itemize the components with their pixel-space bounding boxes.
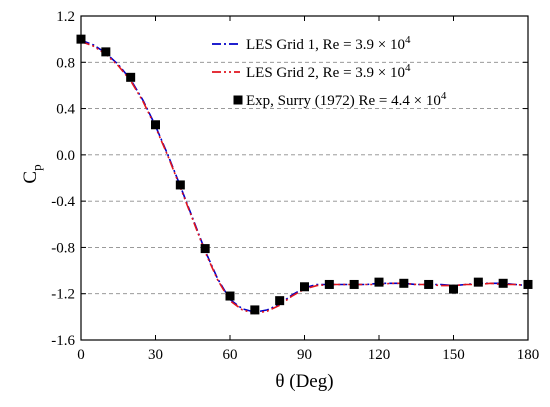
legend-label-experiment-text: Exp, Surry (1972) Re = 4.4 × 10 [246, 93, 441, 109]
y-tick-label: -0.4 [51, 194, 75, 210]
tick-layer: 0 30 60 90 120 150 180 -1.6 -1.2 -0.8 -0.4 0.0 0.4 0.… [51, 9, 539, 363]
series-1-line [80, 39, 529, 314]
x-axis-title: θ (Deg) [275, 371, 333, 392]
data-point [225, 291, 235, 301]
legend-label-experiment-exponent: 4 [441, 90, 447, 102]
y-axis-title: Cp [20, 164, 44, 183]
legend-label-les-grid-2-text: LES Grid 2, Re = 3.9 × 10 [246, 65, 405, 81]
data-point [300, 282, 309, 292]
y-tick-label: 0.0 [56, 148, 75, 164]
data-point [498, 278, 508, 288]
legend-label-les-grid-2: LES Grid 2, Re = 3.9 × 104 [246, 62, 411, 81]
x-tick-label: 120 [368, 347, 391, 363]
legend-label-les-grid-1-text: LES Grid 1, Re = 3.9 × 10 [246, 37, 405, 53]
data-point [449, 284, 458, 294]
y-tick-label: 0.4 [56, 102, 75, 118]
y-tick-label: 0.8 [56, 55, 75, 71]
y-axis-title-main: C [20, 171, 41, 184]
x-tick-label: 60 [223, 347, 238, 363]
data-point [126, 72, 136, 82]
data-point [349, 279, 359, 289]
legend: LES Grid 1, Re = 3.9 × 104 LES Grid 2, R… [212, 34, 447, 109]
grid-lines [81, 61, 528, 295]
data-point [200, 244, 210, 254]
x-tick-label: 0 [77, 347, 85, 363]
data-point [324, 279, 334, 289]
data-point [275, 296, 285, 306]
y-tick-label: -0.8 [51, 240, 75, 256]
legend-entry-les-grid-2: LES Grid 2, Re = 3.9 × 104 [212, 62, 411, 81]
data-point [473, 277, 483, 287]
data-point [250, 305, 260, 315]
x-tick-label: 30 [148, 347, 163, 363]
x-tick-label: 180 [517, 347, 540, 363]
legend-swatch-experiment [233, 95, 243, 105]
data-point [424, 279, 434, 289]
data-point [151, 120, 160, 130]
data-point [101, 47, 111, 57]
series-2-line [80, 40, 529, 315]
y-tick-label: -1.2 [51, 287, 75, 303]
data-point [374, 277, 384, 287]
legend-entry-experiment: Exp, Surry (1972) Re = 4.4 × 104 [233, 90, 447, 109]
y-tick-label: 1.2 [56, 9, 75, 25]
y-tick-label: -1.6 [51, 333, 75, 349]
legend-label-les-grid-1: LES Grid 1, Re = 3.9 × 104 [246, 34, 411, 53]
legend-label-experiment: Exp, Surry (1972) Re = 4.4 × 104 [246, 90, 447, 109]
legend-entry-les-grid-1: LES Grid 1, Re = 3.9 × 104 [212, 34, 411, 53]
x-tick-label: 90 [297, 347, 312, 363]
data-point [399, 278, 409, 288]
data-point [175, 180, 185, 190]
legend-label-les-grid-1-exponent: 4 [405, 34, 411, 46]
legend-label-les-grid-2-exponent: 4 [405, 62, 411, 74]
y-axis-title-subscript: p [29, 164, 44, 171]
x-tick-label: 150 [442, 347, 465, 363]
